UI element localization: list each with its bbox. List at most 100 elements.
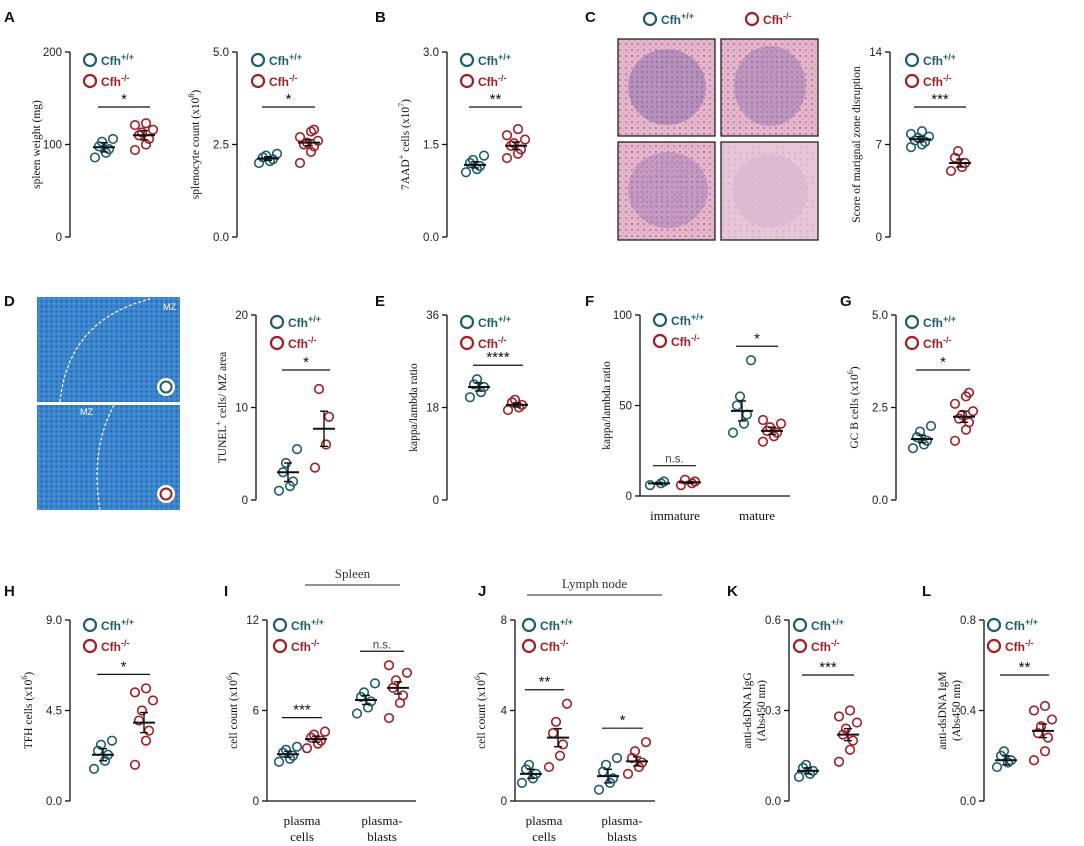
significance-label: *** (819, 659, 837, 676)
data-point (543, 761, 555, 773)
legend-wt-label: Cfh+/+ (811, 617, 844, 633)
data-point (397, 690, 409, 701)
data-point (833, 711, 845, 722)
significance-label: * (121, 658, 127, 675)
legend-ko-marker (986, 638, 1002, 654)
data-point (136, 705, 148, 716)
chart-h: 0.0 4.5 9.0 TFH cells (x106) * Cfh+/+ Cfh-/- (20, 615, 159, 808)
y-axis-label: GC B cells (x106) (846, 366, 861, 448)
data-point (358, 687, 370, 698)
legend-wt-marker (82, 52, 98, 68)
significance-label: **** (486, 349, 510, 366)
data-point (129, 759, 141, 770)
legend-wt-marker (904, 52, 920, 68)
data-point (460, 167, 472, 178)
group-ko (945, 146, 971, 177)
panel-label-d: D (4, 293, 15, 310)
y-tick-label: 0.0 (46, 796, 62, 808)
data-point (309, 462, 321, 473)
significance-label: * (286, 91, 292, 108)
y-tick-label: 200 (43, 47, 62, 59)
legend-ko-marker (904, 335, 920, 351)
legend-d: Cfh+/+ Cfh-/- (269, 314, 321, 351)
significance-label: * (754, 330, 760, 347)
data-point (501, 130, 513, 141)
data-point (1039, 746, 1051, 757)
data-point (471, 374, 483, 385)
tunel-images: MZ MZ (37, 297, 180, 511)
significance-label: ** (1019, 659, 1031, 676)
y-tick-label: 100 (43, 140, 62, 152)
group-title: Lymph node (562, 576, 628, 591)
x-category-label: blasts (607, 829, 637, 844)
legend-wt-marker (652, 312, 668, 328)
data-point (362, 702, 374, 713)
legend-ko-marker (459, 73, 475, 89)
panel-c-image-legend: Cfh+/+ Cfh-/- (642, 11, 792, 27)
legend-wt-marker (986, 617, 1002, 633)
legend-a2: Cfh+/+ Cfh-/- (250, 52, 302, 89)
legend-wt-label: Cfh+/+ (661, 11, 694, 27)
x-category-label: immature (650, 508, 700, 523)
group-wt (89, 133, 119, 163)
y-axis-label: splenocyte count (x108) (187, 90, 202, 200)
y-axis-label: kappa/lambda ratio (601, 361, 613, 450)
legend-wt-label: Cfh+/+ (101, 617, 134, 633)
legend-e: Cfh+/+ Cfh-/- (459, 314, 511, 351)
group-ko (757, 414, 787, 447)
significance-label: * (940, 354, 946, 371)
group-wt (460, 150, 490, 178)
mz-label-wt: MZ (163, 302, 176, 312)
y-tick-label: 0.0 (765, 796, 781, 808)
y-tick-label: 100 (613, 310, 632, 322)
data-point (1046, 714, 1058, 725)
y-tick-label: 0.0 (960, 796, 976, 808)
significance-label: n.s. (373, 639, 392, 651)
legend-ko-label: Cfh-/- (291, 638, 320, 654)
legend-a1: Cfh+/+ Cfh-/- (82, 52, 134, 89)
data-point (967, 406, 979, 417)
data-point (851, 717, 863, 728)
y-tick-label: 5.0 (213, 47, 229, 59)
data-point (323, 411, 335, 422)
data-point (1002, 757, 1014, 768)
data-point (294, 157, 306, 169)
data-point (143, 725, 155, 736)
y-axis-sublabel: (Abs450 nm) (756, 680, 768, 741)
group-wt (907, 420, 937, 454)
data-point (474, 160, 486, 172)
group-wt (88, 735, 118, 774)
group-wt (991, 746, 1017, 773)
significance-label: *** (931, 91, 949, 108)
data-point (478, 150, 490, 161)
legend-wt-marker (272, 617, 288, 633)
legend-f: Cfh+/+ Cfh-/- (652, 312, 704, 349)
data-point (129, 144, 141, 156)
data-point (554, 750, 566, 761)
legend-k: Cfh+/+ Cfh-/- (792, 617, 844, 654)
y-tick-label: 2.5 (213, 140, 229, 152)
data-point (550, 716, 562, 727)
legend-l: Cfh+/+ Cfh-/- (986, 617, 1038, 654)
group-ko (309, 383, 335, 473)
data-point (351, 708, 363, 719)
data-point (622, 768, 634, 779)
group-ko (301, 726, 331, 754)
data-point (658, 476, 670, 487)
legend-h: Cfh+/+ Cfh-/- (82, 617, 134, 654)
group-wt (273, 444, 303, 496)
group-ko (622, 737, 652, 779)
y-tick-label: 6 (253, 706, 259, 718)
data-point (512, 123, 524, 135)
legend-ko-marker (521, 638, 537, 654)
x-category-label: plasma- (601, 813, 642, 828)
y-axis-label: kappa/lambda ratio (408, 363, 420, 452)
legend-ko-label: Cfh-/- (671, 333, 700, 349)
chart-e: 0 18 36 kappa/lambda ratio **** Cfh+/+ Cfh-/- (408, 310, 528, 507)
group-wt (351, 678, 381, 719)
data-point (107, 133, 119, 145)
data-point (916, 126, 928, 137)
